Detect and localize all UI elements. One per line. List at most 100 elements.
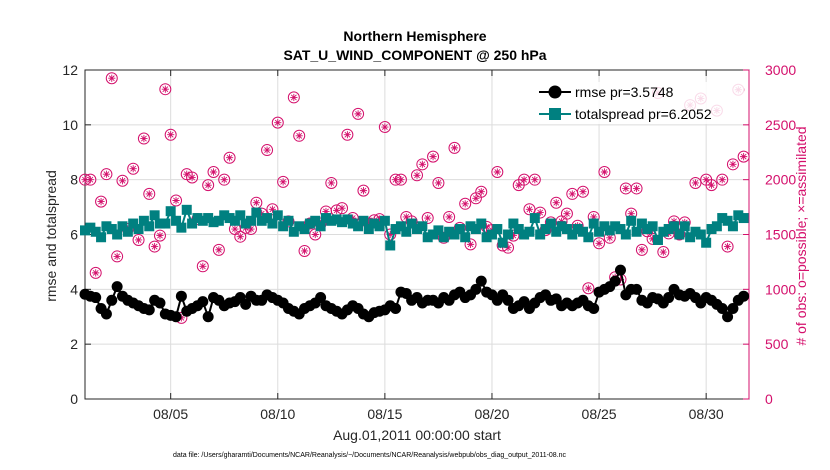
- totalspread-point: [229, 215, 240, 226]
- obs-point: [170, 194, 183, 207]
- obs-point: [737, 150, 750, 163]
- totalspread-point: [176, 222, 187, 233]
- totalspread-point: [647, 221, 658, 232]
- obs-point: [432, 176, 445, 189]
- x-axis-label: Aug.01,2011 00:00:00 start: [333, 427, 501, 443]
- obs-assimilated-marker: [145, 190, 153, 198]
- obs-assimilated-marker: [434, 179, 443, 187]
- obs-point: [132, 233, 145, 246]
- totalspread-point: [551, 226, 562, 237]
- obs-assimilated-marker: [151, 242, 159, 251]
- totalspread-point: [117, 221, 128, 232]
- obs-point: [325, 176, 338, 189]
- totalspread-point: [674, 229, 685, 240]
- obs-assimilated-marker: [156, 231, 164, 240]
- obs-assimilated-marker: [97, 198, 105, 206]
- y2-tick-label: 500: [765, 336, 789, 352]
- obs-assimilated-marker: [108, 74, 116, 82]
- obs-assimilated-marker: [740, 153, 748, 161]
- totalspread-point: [90, 226, 101, 237]
- totalspread-point: [438, 232, 449, 243]
- totalspread-point: [342, 214, 353, 225]
- obs-point: [352, 107, 365, 120]
- obs-point: [186, 171, 199, 184]
- rmse-point: [588, 303, 600, 315]
- obs-point: [137, 132, 150, 145]
- totalspread-point: [465, 221, 476, 232]
- obs-possible-marker: [325, 176, 338, 189]
- y-tick-label: 6: [70, 227, 78, 243]
- totalspread-point: [310, 215, 321, 226]
- obs-point: [250, 196, 263, 209]
- obs-assimilated-marker: [252, 199, 260, 207]
- obs-assimilated-marker: [274, 119, 282, 127]
- obs-possible-marker: [491, 165, 504, 178]
- rmse-point: [727, 303, 739, 315]
- obs-possible-marker: [127, 162, 140, 175]
- totalspread-point: [599, 221, 610, 232]
- obs-point: [598, 165, 611, 178]
- obs-assimilated-marker: [209, 168, 218, 176]
- obs-possible-marker: [384, 228, 397, 241]
- totalspread-series: [80, 204, 749, 251]
- obs-possible-marker: [234, 230, 247, 243]
- totalspread-point: [690, 226, 701, 237]
- totalspread-point: [503, 229, 514, 240]
- obs-possible-marker: [298, 244, 311, 257]
- obs-possible-marker: [523, 203, 536, 216]
- obs-assimilated-marker: [397, 176, 405, 184]
- obs-assimilated-marker: [707, 181, 716, 189]
- rmse-point: [722, 311, 734, 323]
- obs-point: [394, 173, 407, 186]
- totalspread-point: [385, 240, 396, 251]
- totalspread-point: [353, 221, 364, 232]
- totalspread-point: [669, 221, 680, 232]
- totalspread-point: [545, 218, 556, 229]
- obs-assimilated-marker: [600, 168, 609, 176]
- obs-point: [148, 240, 161, 253]
- totalspread-point: [171, 215, 182, 226]
- obs-assimilated-marker: [531, 176, 539, 184]
- obs-point: [560, 207, 573, 220]
- obs-point: [164, 128, 177, 141]
- totalspread-point: [406, 218, 417, 229]
- totalspread-point: [508, 218, 519, 229]
- obs-assimilated-marker: [279, 178, 287, 186]
- totalspread-point: [106, 224, 117, 235]
- obs-point: [469, 192, 482, 205]
- rmse-point: [390, 303, 402, 315]
- totalspread-point: [561, 224, 572, 235]
- y-tick-label: 10: [62, 117, 78, 133]
- obs-assimilated-marker: [536, 208, 544, 217]
- totalspread-point: [133, 224, 144, 235]
- obs-point: [223, 151, 236, 164]
- obs-assimilated-marker: [493, 168, 501, 176]
- totalspread-point: [315, 221, 326, 232]
- obs-assimilated-marker: [167, 131, 175, 139]
- obs-possible-marker: [464, 238, 477, 251]
- totalspread-point: [626, 215, 637, 226]
- obs-possible-marker: [673, 228, 686, 241]
- totalspread-point: [706, 224, 717, 235]
- totalspread-point: [583, 232, 594, 243]
- rmse-point: [475, 275, 487, 287]
- obs-assimilated-marker: [445, 213, 453, 221]
- obs-possible-marker: [116, 174, 129, 187]
- rmse-point: [716, 303, 728, 315]
- totalspread-point: [492, 224, 503, 235]
- obs-point: [143, 187, 156, 200]
- y-tick-label: 12: [62, 62, 78, 78]
- obs-point: [153, 229, 166, 242]
- obs-point: [523, 203, 536, 216]
- obs-possible-marker: [271, 116, 284, 129]
- totalspread-point: [540, 224, 551, 235]
- x-tick-label: 08/15: [367, 406, 402, 422]
- totalspread-point: [278, 221, 289, 232]
- totalspread-point: [154, 218, 165, 229]
- y-tick-label: 4: [70, 281, 78, 297]
- totalspread-point: [187, 218, 198, 229]
- totalspread-point: [567, 229, 578, 240]
- rmse-point: [631, 283, 643, 295]
- obs-assimilated-marker: [424, 214, 432, 222]
- x-axis: 08/05 08/10 08/15 08/20 08/25 08/30: [153, 70, 724, 422]
